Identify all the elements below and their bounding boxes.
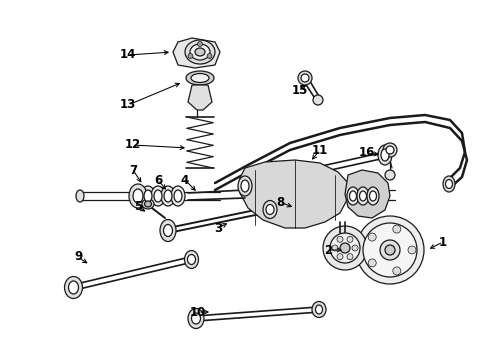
- Ellipse shape: [160, 220, 176, 242]
- Polygon shape: [188, 85, 212, 110]
- Ellipse shape: [191, 73, 209, 82]
- Text: 6: 6: [154, 174, 162, 186]
- Text: 2: 2: [324, 243, 332, 256]
- Text: 15: 15: [292, 84, 308, 96]
- Circle shape: [337, 254, 343, 260]
- Text: 9: 9: [74, 251, 82, 264]
- Ellipse shape: [174, 190, 182, 202]
- Circle shape: [386, 146, 394, 154]
- Ellipse shape: [369, 191, 376, 201]
- Ellipse shape: [164, 190, 172, 202]
- Ellipse shape: [186, 71, 214, 85]
- Ellipse shape: [151, 186, 165, 206]
- Circle shape: [337, 236, 343, 242]
- Ellipse shape: [266, 204, 274, 215]
- Ellipse shape: [360, 191, 367, 201]
- Circle shape: [347, 254, 353, 260]
- Ellipse shape: [65, 276, 82, 298]
- Ellipse shape: [161, 186, 175, 206]
- Circle shape: [207, 54, 212, 58]
- Polygon shape: [345, 170, 390, 218]
- Ellipse shape: [356, 216, 424, 284]
- Ellipse shape: [367, 187, 379, 205]
- Ellipse shape: [145, 201, 151, 207]
- Ellipse shape: [185, 251, 198, 269]
- Ellipse shape: [69, 281, 78, 294]
- Text: 16: 16: [359, 147, 375, 159]
- Ellipse shape: [192, 313, 200, 324]
- Text: 7: 7: [129, 163, 137, 176]
- Circle shape: [352, 245, 358, 251]
- Polygon shape: [173, 38, 220, 68]
- Text: 11: 11: [312, 144, 328, 157]
- Circle shape: [383, 143, 397, 157]
- Ellipse shape: [443, 176, 455, 192]
- Ellipse shape: [133, 189, 143, 203]
- Text: 8: 8: [276, 195, 284, 208]
- Circle shape: [197, 41, 202, 46]
- Ellipse shape: [142, 199, 154, 209]
- Ellipse shape: [195, 48, 205, 56]
- Ellipse shape: [381, 149, 389, 161]
- Text: 14: 14: [120, 49, 136, 62]
- Ellipse shape: [349, 191, 357, 201]
- Text: 5: 5: [134, 201, 142, 213]
- Ellipse shape: [347, 187, 359, 205]
- Circle shape: [347, 236, 353, 242]
- Text: 3: 3: [214, 221, 222, 234]
- Ellipse shape: [340, 243, 350, 253]
- Ellipse shape: [357, 187, 369, 205]
- Text: 10: 10: [190, 306, 206, 319]
- Ellipse shape: [171, 186, 185, 206]
- Ellipse shape: [330, 233, 360, 263]
- Circle shape: [188, 54, 193, 58]
- Ellipse shape: [164, 225, 172, 237]
- Ellipse shape: [188, 309, 204, 328]
- Text: 1: 1: [439, 235, 447, 248]
- Text: 4: 4: [181, 174, 189, 186]
- Circle shape: [408, 246, 416, 254]
- Ellipse shape: [76, 190, 84, 202]
- Ellipse shape: [144, 190, 152, 202]
- Ellipse shape: [363, 223, 417, 277]
- Text: 12: 12: [125, 139, 141, 152]
- Ellipse shape: [154, 190, 162, 202]
- Circle shape: [301, 74, 309, 82]
- Ellipse shape: [241, 180, 249, 192]
- Text: 13: 13: [120, 99, 136, 112]
- Ellipse shape: [316, 305, 322, 314]
- Circle shape: [393, 225, 401, 233]
- Circle shape: [313, 95, 323, 105]
- Ellipse shape: [188, 255, 196, 265]
- Circle shape: [368, 259, 376, 267]
- Ellipse shape: [129, 184, 147, 208]
- Ellipse shape: [323, 226, 367, 270]
- Ellipse shape: [141, 186, 155, 206]
- Ellipse shape: [185, 40, 215, 64]
- Ellipse shape: [263, 201, 277, 219]
- Circle shape: [393, 267, 401, 275]
- Circle shape: [385, 170, 395, 180]
- Ellipse shape: [380, 240, 400, 260]
- Polygon shape: [240, 160, 348, 228]
- Ellipse shape: [378, 145, 392, 165]
- Circle shape: [332, 245, 338, 251]
- Circle shape: [298, 71, 312, 85]
- Ellipse shape: [445, 180, 452, 189]
- Circle shape: [368, 233, 376, 241]
- Ellipse shape: [190, 44, 210, 60]
- Ellipse shape: [312, 302, 326, 318]
- Ellipse shape: [238, 176, 252, 196]
- Ellipse shape: [385, 245, 395, 255]
